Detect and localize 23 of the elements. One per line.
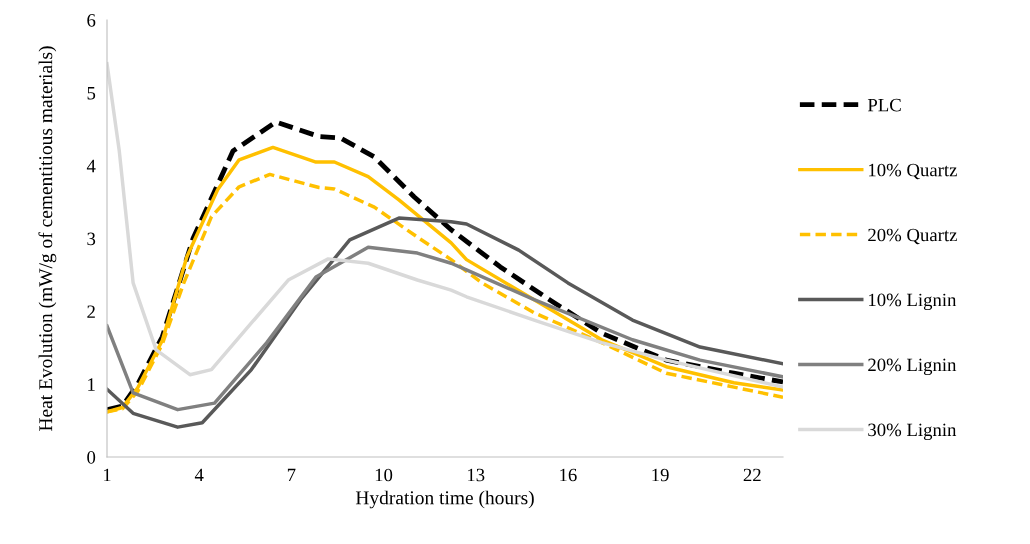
x-tick-label: 1: [103, 468, 111, 482]
legend-label: 10% Quartz: [869, 163, 957, 180]
legend-label: 20% Quartz: [868, 228, 957, 245]
y-tick-label: 3: [87, 232, 96, 246]
x-tick-label: 13: [468, 468, 485, 482]
legend-label: PLC: [867, 98, 901, 112]
legend-label: 30% Lignin: [868, 423, 957, 441]
y-tick-label: 4: [86, 159, 96, 173]
x-tick-label: 7: [287, 468, 296, 482]
x-axis-title: Hydration time (hours): [355, 490, 534, 509]
x-tick-label: 16: [560, 468, 577, 482]
legend-label: 20% Lignin: [868, 358, 957, 376]
x-tick-label: 10: [375, 468, 393, 482]
y-axis-title: Heat Evolution (mW/g of cementitious materials): [38, 46, 57, 431]
x-tick-label: 4: [194, 468, 204, 482]
x-tick-label: 22: [743, 468, 761, 482]
x-tick-label: 19: [652, 468, 669, 482]
y-tick-label: 6: [87, 14, 96, 27]
y-tick-label: 5: [87, 87, 96, 100]
legend-label: 10% Lignin: [869, 293, 957, 311]
y-tick-label: 1: [88, 378, 95, 391]
y-tick-label: 0: [87, 451, 96, 464]
y-tick-label: 2: [87, 305, 95, 318]
